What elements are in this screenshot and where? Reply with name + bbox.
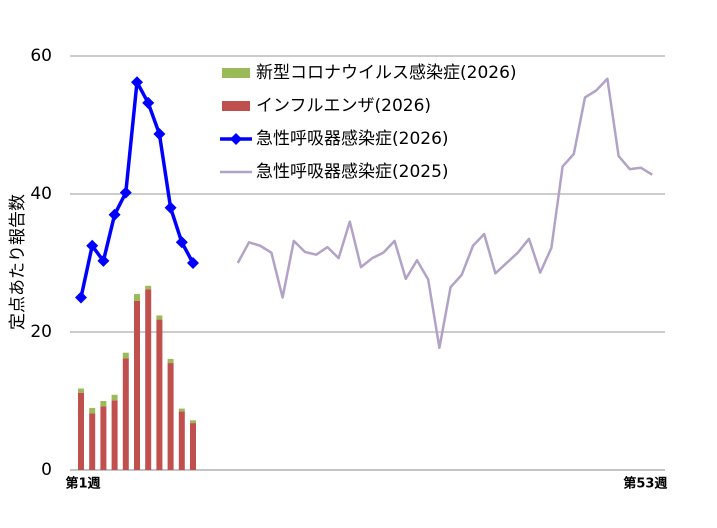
bar xyxy=(167,363,174,470)
bar xyxy=(111,394,118,401)
bar xyxy=(178,408,185,412)
marker xyxy=(119,186,132,199)
legend-label: 急性呼吸器感染症(2026) xyxy=(256,129,449,149)
line xyxy=(236,77,653,350)
y-tick-label: 40 xyxy=(30,184,52,204)
bar xyxy=(145,289,152,470)
marker xyxy=(97,254,110,267)
bar xyxy=(122,358,129,470)
bar xyxy=(156,315,163,320)
bar xyxy=(100,406,107,470)
legend-swatch xyxy=(222,101,250,111)
y-tick-label: 60 xyxy=(30,46,52,66)
x-tick-label: 第53週 xyxy=(623,476,667,492)
x-tick-label: 第1週 xyxy=(65,476,100,492)
bar xyxy=(134,300,140,470)
bar xyxy=(190,423,196,470)
bar xyxy=(122,352,129,359)
marker xyxy=(142,96,155,109)
bar xyxy=(100,401,107,407)
bar xyxy=(145,285,152,290)
bar xyxy=(78,388,84,393)
legend-marker xyxy=(230,133,242,145)
bar xyxy=(78,392,84,470)
bar xyxy=(190,420,196,424)
marker xyxy=(86,239,99,252)
line xyxy=(79,80,195,298)
bar xyxy=(111,400,118,470)
marker xyxy=(75,291,87,304)
y-tick-label: 0 xyxy=(41,460,52,480)
y-tick-label: 20 xyxy=(30,322,52,342)
marker xyxy=(187,257,199,269)
bar xyxy=(134,294,140,301)
marker xyxy=(131,76,143,89)
legend-label: 急性呼吸器感染症(2025) xyxy=(256,162,449,182)
y-axis-label: 定点あたり報告数 xyxy=(8,194,28,330)
bar xyxy=(156,319,163,470)
marker xyxy=(153,127,166,140)
legend-label: インフルエンザ(2026) xyxy=(256,96,431,116)
bar xyxy=(89,413,96,470)
legend-swatch xyxy=(222,68,250,78)
bar xyxy=(89,407,96,414)
marker xyxy=(108,208,121,221)
bar xyxy=(178,411,185,470)
marker xyxy=(175,236,188,249)
legend-label: 新型コロナウイルス感染症(2026) xyxy=(256,63,517,83)
marker xyxy=(164,201,177,214)
bar xyxy=(167,358,174,364)
